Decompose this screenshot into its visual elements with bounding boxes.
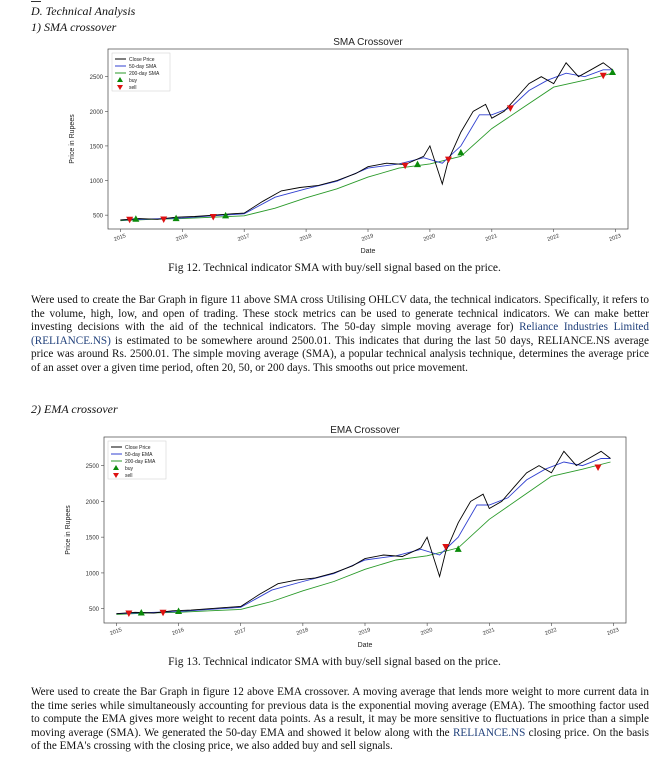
- x-tick-label: 2017: [237, 233, 251, 243]
- x-tick-label: 2020: [420, 627, 434, 637]
- plot-frame: [107, 48, 629, 230]
- legend-label: buy: [125, 466, 134, 472]
- subsection-sma-heading: 1) SMA crossover: [31, 20, 117, 34]
- buy-marker: [137, 608, 145, 616]
- x-tick-label: 2021: [485, 233, 499, 243]
- buy-marker: [609, 68, 617, 76]
- legend-label: Close Price: [125, 445, 151, 451]
- fig12-caption: Fig 12. Technical indicator SMA with buy…: [168, 262, 501, 274]
- buy-marker: [132, 215, 140, 222]
- legend-label: sell: [129, 85, 137, 91]
- legend-sell-swatch: [117, 85, 123, 90]
- subsection-ema-heading: 2) EMA crossover: [31, 402, 118, 416]
- legend-label: sell: [125, 473, 133, 479]
- x-axis-label: Date: [358, 642, 373, 649]
- x-tick-label: 2016: [171, 627, 185, 637]
- series-line-long: [120, 72, 613, 222]
- x-tick-label: 2023: [608, 233, 622, 243]
- buy-marker: [222, 211, 230, 219]
- x-tick-label: 2020: [423, 233, 437, 243]
- legend-label: 50-day SMA: [129, 64, 157, 70]
- sell-marker: [126, 216, 134, 224]
- x-tick-label: 2019: [361, 233, 375, 243]
- x-tick-label: 2019: [358, 627, 372, 637]
- x-tick-label: 2015: [109, 627, 123, 637]
- x-tick-label: 2017: [234, 627, 248, 637]
- series-line-short: [120, 69, 613, 221]
- x-axis-label: Date: [361, 248, 376, 255]
- buy-marker: [457, 148, 465, 156]
- y-tick-label: 2000: [86, 500, 100, 506]
- buy-marker: [172, 214, 180, 222]
- legend-label: 200-day SMA: [129, 71, 160, 77]
- y-axis-label: Price in Rupees: [65, 505, 72, 555]
- legend-label: buy: [129, 78, 138, 84]
- legend-buy-swatch: [113, 465, 119, 470]
- y-tick-label: 2500: [86, 464, 100, 470]
- legend-label: 50-day EMA: [125, 452, 153, 458]
- y-tick-label: 2500: [90, 75, 104, 81]
- buy-marker: [454, 545, 462, 552]
- buy-marker: [414, 160, 422, 168]
- legend-label: Close Price: [129, 57, 155, 63]
- series-line-short: [116, 458, 611, 615]
- y-tick-label: 1000: [86, 571, 100, 577]
- sell-marker: [599, 72, 607, 80]
- x-tick-label: 2018: [299, 233, 313, 243]
- series-line-close: [116, 450, 611, 615]
- sell-marker: [160, 216, 168, 223]
- plot-frame: [103, 436, 627, 624]
- chart-title: EMA Crossover: [330, 425, 400, 436]
- y-tick-label: 2000: [90, 110, 104, 116]
- sma-paragraph-text-1: Were used to create the Bar Graph in fig…: [31, 294, 649, 334]
- series-line-close: [120, 62, 613, 221]
- x-tick-label: 2018: [296, 627, 310, 637]
- sell-marker: [442, 543, 450, 551]
- y-axis-label: Price in Rupees: [69, 114, 76, 164]
- ema-paragraph-text-1: Were used to create the Bar Graph in fig…: [31, 686, 649, 739]
- y-tick-label: 1000: [90, 179, 104, 185]
- sell-marker: [209, 214, 217, 221]
- sell-marker: [594, 464, 602, 472]
- y-tick-label: 500: [89, 607, 100, 613]
- x-tick-label: 2023: [606, 627, 620, 637]
- reliance-link[interactable]: Reliance Industries Limited (RELIANCE.NS…: [31, 321, 649, 347]
- series-line-long: [116, 461, 611, 615]
- sell-marker: [159, 609, 167, 617]
- ema-crossover-chart: EMA Crossover 500 1000 1500 2000 2500 2015 2016…: [65, 425, 627, 649]
- y-tick-label: 1500: [90, 144, 104, 150]
- x-tick-label: 2022: [547, 233, 561, 243]
- sma-paragraph-text-2: is estimated to be somewhere around 2500…: [31, 334, 649, 374]
- sell-marker: [506, 105, 514, 112]
- legend-buy-swatch: [117, 77, 123, 82]
- x-tick-label: 2015: [113, 233, 127, 243]
- buy-marker: [175, 607, 183, 615]
- sma-crossover-chart: SMA Crossover 500 1000 1500 2000 2500 2015 2016…: [69, 37, 629, 255]
- y-tick-label: 1500: [86, 536, 100, 542]
- ema-paragraph: Were used to create the Bar Graph in fig…: [31, 686, 649, 754]
- fig13-caption: Fig 13. Technical indicator SMA with buy…: [168, 656, 501, 668]
- y-tick-label: 500: [93, 214, 104, 220]
- x-tick-label: 2022: [544, 627, 558, 637]
- ema-paragraph-text-2: closing price. On the basis of the EMA's…: [31, 726, 649, 753]
- sell-marker: [401, 162, 409, 170]
- x-tick-label: 2021: [482, 627, 496, 637]
- x-tick-label: 2016: [175, 233, 189, 243]
- sma-paragraph: Were used to create the Bar Graph in fig…: [31, 294, 649, 376]
- legend-sell-swatch: [113, 473, 119, 478]
- sell-marker: [444, 156, 452, 164]
- top-rule: [31, 1, 41, 2]
- section-heading: D. Technical Analysis: [31, 4, 136, 18]
- reliance-ticker-link[interactable]: RELIANCE.NS: [452, 726, 526, 739]
- chart-title: SMA Crossover: [333, 37, 403, 48]
- legend-label: 200-day EMA: [125, 459, 156, 465]
- sell-marker: [125, 610, 133, 617]
